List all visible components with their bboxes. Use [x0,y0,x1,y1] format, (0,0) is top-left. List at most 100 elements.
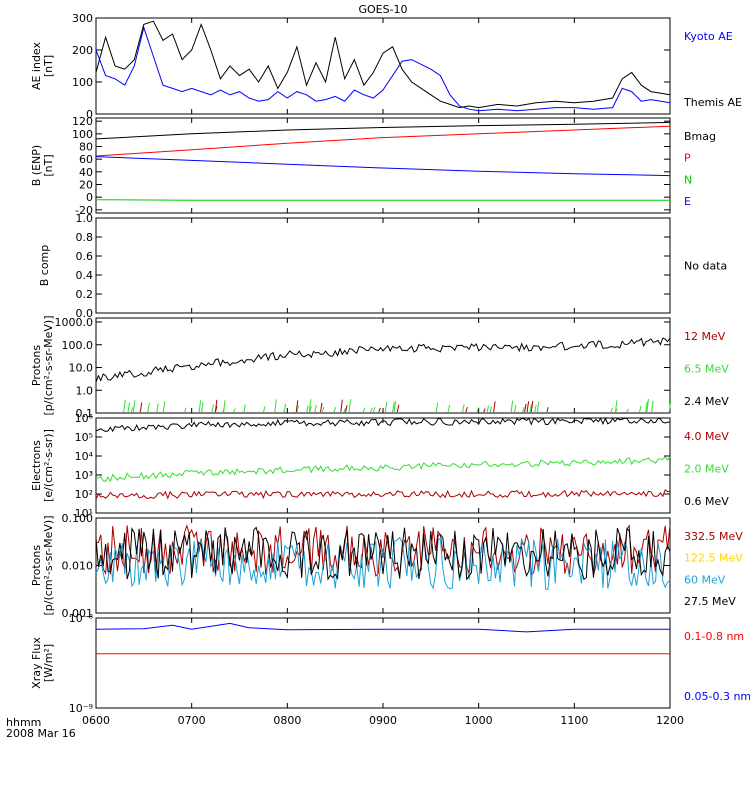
proton-spike [214,406,218,413]
legend-entry: Kyoto AE [684,30,733,43]
y-tick-label: 10⁻⁹ [69,702,93,715]
proton-spike [184,407,187,413]
x-tick-label: 0600 [82,714,110,727]
proton-spike [295,400,299,413]
proton-spike [483,408,486,413]
proton-spike [343,408,346,413]
y-tick-label: 1.0 [76,384,94,397]
series-0-05-0-3-nm [95,622,670,633]
proton-sparse-points [123,399,672,413]
series-332-5-mev [95,524,671,577]
proton-spike [546,407,549,413]
y-axis-label: [W/m²] [42,644,55,682]
series-2-0-mev [95,456,671,483]
proton-spike [392,402,395,413]
proton-spike [396,404,400,413]
proton-spike [614,400,618,413]
y-tick-label: 0.001 [62,607,94,620]
y-tick-label: 0.100 [62,512,94,525]
proton-spike [333,407,337,413]
y-axis-label: Xray Flux [30,637,43,689]
y-tick-label: 80 [79,141,93,154]
proton-spike [646,399,649,413]
series-p [95,125,671,157]
x-tick-label: 0700 [178,714,206,727]
panel-frame [95,617,671,709]
legend-entry: 0.6 MeV [684,495,729,508]
legend-entry: E [684,195,691,208]
proton-spike [132,400,136,413]
panel-frame [95,417,671,514]
panel-2: 0.0 0.2 0.4 0.6 0.8 1.0 B comp No data [38,212,727,320]
proton-spike [476,407,479,413]
panel-0: 0 100 200 300 AE index [nT] Kyoto AE Themis AE [30,12,742,121]
proton-spike [378,407,381,413]
legend-entry: 2.0 MeV [684,463,729,476]
series-2-4-mev [95,337,671,383]
proton-spike [534,404,537,413]
y-tick-label: 10³ [75,469,93,482]
y-axis-label: [p/(cm²-s-sr-MeV)] [42,316,55,416]
panel-frame [95,117,671,214]
proton-spike [645,401,648,413]
series-0-6-mev [95,417,671,433]
panel-4: 10¹ 10² 10³ 10⁴ 10⁵ 10⁶ Electrons [e/(cm²-s-sr)… [30,412,729,520]
proton-spike [321,406,325,413]
legend-entry: 332.5 MeV [684,530,743,543]
data-series [95,20,672,655]
proton-spike [651,400,654,413]
y-axis-label: Protons [30,545,43,586]
legend-entry: 2.4 MeV [684,395,729,408]
proton-spike [340,399,343,413]
y-tick-label: -20 [75,204,93,217]
y-axis-label: [e/(cm²-s-sr)] [42,429,55,502]
proton-spike [493,401,496,413]
proton-spike [362,407,366,413]
panel-frame [95,317,671,414]
proton-spike [262,406,266,413]
series-4-0-mev [95,489,671,500]
x-tick-label: 0800 [273,714,301,727]
y-tick-label: 0.2 [76,288,94,301]
y-tick-label: 10² [75,488,93,501]
y-tick-label: 10⁶ [75,412,94,425]
proton-spike [314,404,317,413]
y-tick-label: 100 [72,128,93,141]
y-tick-label: 1.0 [76,212,94,225]
proton-spike [283,403,287,413]
y-tick-label: 0.4 [76,269,94,282]
y-axis-label: [p/(cm²-s-sr-MeV)] [42,516,55,616]
y-tick-label: 10⁴ [75,450,94,463]
legend-entry: 122.5 MeV [684,552,743,565]
legend-entry: 12 MeV [684,330,726,343]
proton-spike [201,402,204,413]
y-tick-label: 10⁵ [75,431,93,444]
proton-spike [320,402,323,413]
proton-spike [536,401,540,413]
figure-title: GOES-10 [358,3,407,16]
proton-spike [198,400,202,413]
panel-frame [95,17,671,115]
proton-spike [462,404,465,413]
y-tick-label: 0 [86,191,93,204]
proton-spike [233,408,236,413]
proton-spike [308,399,312,413]
panel-frame [95,517,671,614]
y-tick-label: 0 [86,108,93,121]
proton-spike [510,400,514,413]
proton-spike [530,400,534,413]
proton-spike [127,402,131,413]
y-tick-label: 20 [79,179,93,192]
proton-spike [130,407,134,413]
y-tick-label: 100 [72,76,93,89]
proton-spike [529,404,532,413]
proton-spike [162,401,166,413]
y-axis-label: B (ENP) [30,145,43,186]
y-tick-label: 0.010 [62,560,94,573]
proton-spike [393,400,397,413]
proton-spike [345,405,348,413]
x-tick-label: 0900 [369,714,397,727]
y-axis-label: AE index [30,41,43,90]
